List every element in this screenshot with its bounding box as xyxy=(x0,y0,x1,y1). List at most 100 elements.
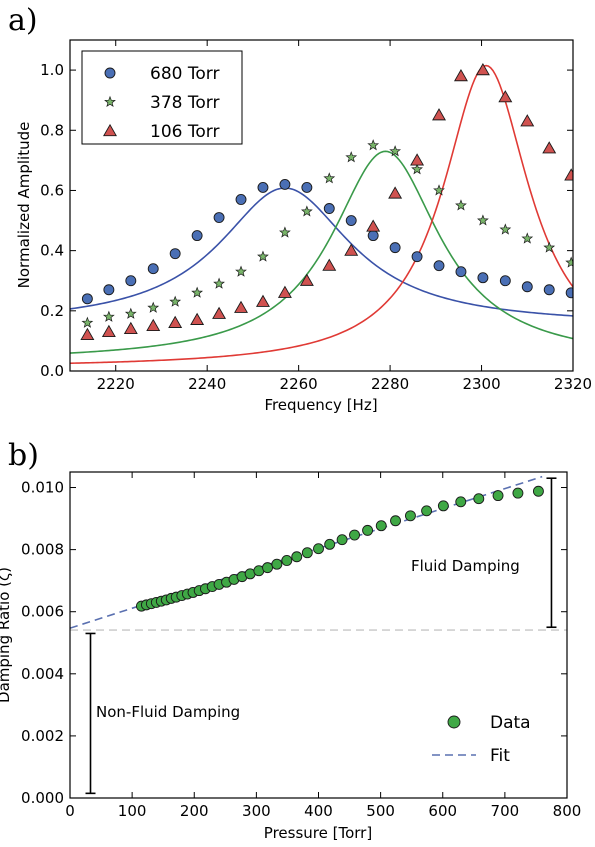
panel-a-y-axis-label: Normalized Amplitude xyxy=(15,122,33,289)
data-point-0-21 xyxy=(543,284,555,296)
data-point-1-9 xyxy=(279,226,291,238)
damping-point-35 xyxy=(455,496,467,508)
data-point-0-16 xyxy=(433,260,445,272)
data-point-0-0 xyxy=(81,293,93,305)
b-x-tick-label-100: 100 xyxy=(118,802,147,820)
b-y-tick-label-2: 0.004 xyxy=(21,665,64,683)
b-x-tick-label-200: 200 xyxy=(180,802,209,820)
data-point-1-4 xyxy=(169,295,182,307)
b-y-tick-label-3: 0.006 xyxy=(21,603,64,621)
b-x-tick-label-600: 600 xyxy=(428,802,457,820)
fit-curve-0 xyxy=(70,187,573,317)
data-point-1-14 xyxy=(389,145,402,157)
data-point-1-5 xyxy=(191,286,204,298)
data-point-0-20 xyxy=(521,281,533,293)
data-point-1-10 xyxy=(300,205,313,217)
data-point-1-17 xyxy=(455,199,467,211)
damping-point-36 xyxy=(473,493,485,505)
data-point-1-19 xyxy=(499,223,512,235)
legend-marker-0 xyxy=(104,67,116,79)
panel-b-data-points xyxy=(135,485,544,612)
b-y-tick-label-4: 0.008 xyxy=(21,541,64,559)
y-tick-label-0: 0.0 xyxy=(40,362,64,380)
damping-point-34 xyxy=(437,500,449,512)
data-point-0-8 xyxy=(257,181,269,193)
data-point-1-20 xyxy=(521,232,534,244)
panel-b: b) 0 100 200 300 400 500 600 700 800 0.000 0.002 0.… xyxy=(0,438,581,842)
data-point-0-15 xyxy=(411,251,423,263)
data-point-1-7 xyxy=(235,265,247,277)
b-y-tick-label-1: 0.002 xyxy=(21,727,64,745)
data-point-0-7 xyxy=(235,194,247,205)
data-point-1-11 xyxy=(323,172,336,184)
panel-a-frame xyxy=(69,39,574,372)
panel-b-label: b) xyxy=(8,438,39,473)
panel-a-label: a) xyxy=(8,3,38,38)
x-tick-label-2280: 2280 xyxy=(371,375,409,393)
data-point-2-1 xyxy=(101,324,116,337)
b-x-tick-label-300: 300 xyxy=(242,802,271,820)
damping-point-20 xyxy=(262,562,274,574)
data-point-2-5 xyxy=(190,312,205,325)
data-point-2-2 xyxy=(123,321,138,334)
data-point-1-13 xyxy=(367,139,380,151)
data-point-2-12 xyxy=(344,243,359,256)
legend-marker-1 xyxy=(104,95,116,108)
data-point-0-11 xyxy=(323,203,335,214)
data-point-0-17 xyxy=(455,266,467,278)
legend-entry-data: Data xyxy=(490,713,531,733)
b-y-tick-label-0: 0.000 xyxy=(21,789,64,807)
damping-point-24 xyxy=(301,547,313,559)
panel-b-legend: Data Fit xyxy=(432,713,531,766)
x-tick-label-2220: 2220 xyxy=(97,375,135,393)
data-point-2-4 xyxy=(168,315,183,328)
data-point-0-3 xyxy=(147,263,159,275)
data-point-0-5 xyxy=(191,230,203,242)
panel-b-tick-labels: 0 100 200 300 400 500 600 700 800 0.000 0.002 0.004… xyxy=(21,479,581,820)
data-point-2-19 xyxy=(498,90,513,103)
panel-b-legend-markers xyxy=(432,715,476,756)
b-x-tick-label-400: 400 xyxy=(304,802,333,820)
data-point-0-22 xyxy=(565,287,573,299)
panel-b-brackets xyxy=(85,477,557,795)
data-point-2-7 xyxy=(234,300,248,313)
data-point-0-18 xyxy=(477,272,489,284)
b-y-tick-label-5: 0.010 xyxy=(21,479,64,497)
b-x-tick-label-700: 700 xyxy=(491,802,520,820)
data-point-1-1 xyxy=(102,310,115,322)
data-point-2-8 xyxy=(255,294,270,307)
data-point-1-6 xyxy=(213,277,225,289)
y-tick-label-0.8: 0.8 xyxy=(40,121,64,139)
damping-point-38 xyxy=(512,487,524,499)
data-point-2-15 xyxy=(410,153,425,166)
fit-curve-1 xyxy=(70,150,573,354)
y-tick-label-1: 1.0 xyxy=(40,61,64,79)
panel-a-x-axis-label: Frequency [Hz] xyxy=(264,396,377,414)
damping-point-21 xyxy=(271,558,283,570)
data-point-1-18 xyxy=(477,214,489,226)
data-point-0-10 xyxy=(301,181,313,193)
data-point-1-8 xyxy=(257,250,269,262)
damping-point-39 xyxy=(532,485,544,497)
data-point-2-22 xyxy=(564,168,573,181)
damping-point-33 xyxy=(421,505,433,517)
data-point-0-2 xyxy=(125,275,137,287)
x-tick-label-2260: 2260 xyxy=(280,375,318,393)
data-point-2-20 xyxy=(520,114,535,127)
data-point-1-3 xyxy=(147,301,160,313)
damping-point-25 xyxy=(313,543,324,555)
data-point-2-16 xyxy=(432,108,446,121)
panel-b-x-axis-label: Pressure [Torr] xyxy=(264,824,372,842)
damping-point-22 xyxy=(281,555,293,566)
damping-point-29 xyxy=(362,524,374,536)
non-fluid-damping-annotation: Non-Fluid Damping xyxy=(96,703,240,721)
data-point-1-2 xyxy=(124,307,137,319)
legend-entry-106-torr: 106 Torr xyxy=(150,122,219,142)
panel-a-tick-labels: 2220 2240 2260 2280 2300 2320 0.0 0.2 0.4 0.6 0.8 1… xyxy=(40,61,592,393)
fluid-damping-annotation: Fluid Damping xyxy=(411,557,520,575)
data-point-0-4 xyxy=(169,248,181,260)
damping-point-23 xyxy=(291,551,303,563)
data-point-2-21 xyxy=(542,141,557,154)
damping-point-32 xyxy=(404,510,416,522)
x-tick-label-2320: 2320 xyxy=(554,375,592,393)
